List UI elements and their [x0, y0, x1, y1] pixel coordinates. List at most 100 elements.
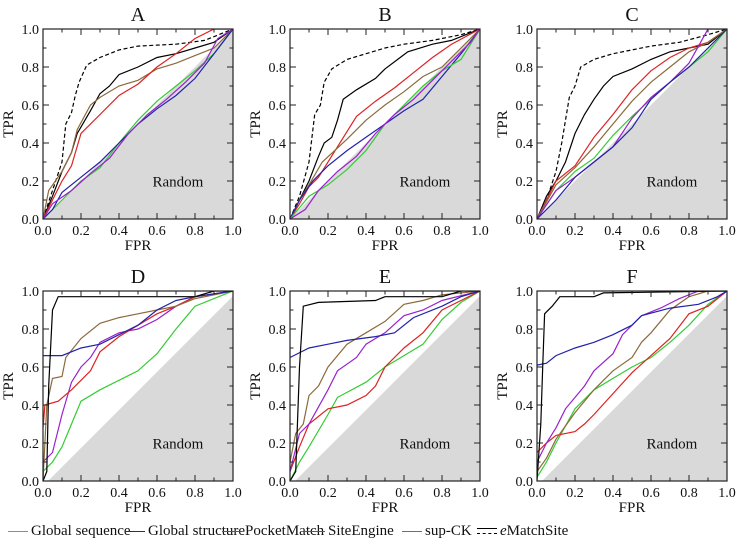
y-tick-label: 0.2 [269, 175, 287, 190]
x-tick-label: 1.0 [471, 486, 489, 501]
x-tick-label: 0.2 [566, 486, 584, 501]
legend-item-global-sequence: Global sequence [8, 521, 131, 541]
y-tick-label: 0.2 [22, 175, 40, 190]
roc-curve-sup-ck [43, 291, 233, 481]
y-tick-label: 0.8 [516, 61, 534, 76]
y-tick-label: 0.0 [22, 213, 40, 228]
x-tick-label: 0.0 [281, 224, 299, 239]
legend-swatch [477, 528, 497, 534]
y-tick-label: 0.2 [22, 437, 40, 452]
y-tick-label: 0.0 [516, 213, 534, 228]
x-tick-label: 0.4 [357, 224, 375, 239]
diagonal-band [287, 288, 483, 484]
series-group [537, 29, 727, 219]
roc-curve-global-structure [537, 291, 727, 366]
y-tick-label: 1.0 [516, 285, 534, 300]
x-axis-label: FPR [619, 500, 646, 516]
y-tick-label: 0.4 [516, 137, 534, 152]
y-tick-label: 0.0 [269, 475, 287, 490]
roc-curve-sup-ck [537, 29, 727, 219]
roc-curve-pocketmatch [537, 29, 727, 219]
legend-label: Global structure [148, 522, 246, 539]
y-tick-label: 0.4 [269, 137, 287, 152]
y-tick-label: 0.6 [22, 99, 40, 114]
diagonal-band [40, 288, 236, 484]
panel-title: B [378, 4, 391, 26]
legend-swatch [305, 530, 325, 532]
x-tick-label: 0.6 [395, 486, 413, 501]
y-axis-label: TPR [1, 372, 17, 400]
y-tick-label: 0.6 [269, 361, 287, 376]
roc-curve-global-structure [290, 291, 480, 359]
legend-item-global-structure: Global structure [125, 521, 245, 541]
x-tick-label: 0.8 [186, 486, 204, 501]
panel-c: Random 0.00.0 0.2 0.2 0.4 0.4 0.6 0.6 0.8 0.8 1.0 1… [495, 4, 736, 254]
x-tick-label: 0.0 [528, 486, 546, 501]
random-label: Random [646, 437, 697, 453]
x-tick-label: 0.8 [186, 224, 204, 239]
x-axis-label: FPR [125, 500, 152, 516]
y-tick-label: 0.0 [516, 475, 534, 490]
roc-curve-global-sequence [43, 291, 233, 472]
y-tick-label: 1.0 [22, 285, 40, 300]
x-tick-label: 1.0 [224, 486, 242, 501]
roc-curve-pocketmatch [290, 291, 480, 472]
legend: Global sequence Global structure PocketM… [6, 521, 740, 541]
roc-curve-global-sequence [537, 29, 727, 219]
panel-title: A [131, 4, 146, 26]
y-tick-label: 0.2 [269, 437, 287, 452]
x-tick-label: 0.4 [604, 486, 622, 501]
y-axis-label: TPR [248, 372, 264, 400]
x-tick-label: 1.0 [224, 224, 242, 239]
roc-curve-ematchsite-dashed [43, 29, 233, 219]
panel-a: Random 0.00.0 0.2 0.2 0.4 0.4 0.6 0.6 0.8 0.8 1.0 1… [1, 4, 242, 254]
y-tick-label: 0.2 [516, 175, 534, 190]
legend-item-pocketmatch: PocketMatch [222, 521, 324, 541]
x-tick-label: 0.4 [357, 486, 375, 501]
y-tick-label: 1.0 [516, 23, 534, 38]
roc-curve-ematchsite [290, 291, 480, 481]
x-tick-label: 0.6 [148, 486, 166, 501]
roc-curve-ematchsite [290, 29, 480, 219]
y-tick-label: 0.0 [269, 213, 287, 228]
roc-curve-global-structure [537, 29, 727, 219]
y-tick-label: 0.8 [22, 323, 40, 338]
legend-label: sup-CK [425, 522, 472, 539]
x-tick-label: 0.4 [604, 224, 622, 239]
x-axis-label: FPR [619, 238, 646, 254]
y-tick-label: 0.8 [269, 61, 287, 76]
roc-curve-pocketmatch [290, 29, 480, 219]
x-axis-label: FPR [125, 238, 152, 254]
roc-curve-siteengine [537, 29, 727, 219]
y-tick-label: 0.2 [516, 437, 534, 452]
y-axis-label: TPR [1, 110, 17, 138]
legend-swatch [125, 530, 145, 532]
series-group [43, 29, 233, 219]
diagonal-band [534, 288, 730, 484]
panel-title: D [131, 266, 145, 288]
y-tick-label: 0.4 [269, 399, 287, 414]
y-tick-label: 0.4 [22, 399, 40, 414]
x-tick-label: 0.8 [680, 224, 698, 239]
x-tick-label: 0.0 [34, 224, 52, 239]
x-tick-label: 1.0 [718, 224, 736, 239]
x-tick-label: 0.6 [642, 224, 660, 239]
random-label: Random [152, 175, 203, 191]
x-tick-label: 0.2 [72, 486, 90, 501]
random-label: Random [399, 437, 450, 453]
legend-label: eMatchSite [500, 522, 569, 539]
roc-curve-siteengine [537, 291, 727, 453]
x-axis-label: FPR [372, 238, 399, 254]
series-group [43, 291, 233, 481]
roc-curve-global-sequence [537, 291, 727, 478]
legend-item-sup-ck: sup-CK [402, 521, 472, 541]
legend-item-ematchsite: eMatchSite [477, 521, 568, 541]
legend-swatch [222, 530, 242, 532]
y-tick-label: 0.4 [22, 137, 40, 152]
x-tick-label: 1.0 [471, 224, 489, 239]
y-tick-label: 0.6 [269, 99, 287, 114]
x-tick-label: 0.0 [528, 224, 546, 239]
roc-curve-sup-ck [290, 291, 480, 463]
x-tick-label: 0.2 [319, 224, 337, 239]
